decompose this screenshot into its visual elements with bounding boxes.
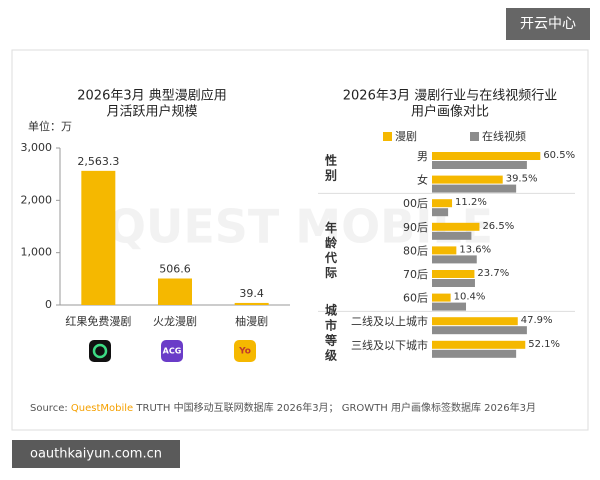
y-tick-label: 3,000 bbox=[21, 141, 53, 154]
bar bbox=[432, 349, 517, 358]
bar bbox=[158, 278, 192, 305]
badge-box bbox=[506, 8, 590, 40]
category-label: 00后 bbox=[403, 197, 428, 210]
bar bbox=[432, 246, 457, 255]
bar bbox=[432, 152, 541, 160]
bar bbox=[432, 199, 453, 208]
bar bbox=[432, 326, 527, 335]
value-label: 506.6 bbox=[159, 262, 191, 275]
bar bbox=[432, 184, 517, 193]
watermark: oauthkaiyun.com.cn bbox=[30, 447, 162, 462]
bar bbox=[432, 231, 472, 240]
chart-title: 用户画像对比 bbox=[411, 104, 489, 120]
value-label: 23.7% bbox=[477, 268, 509, 279]
source: Source: QuestMobile TRUTH 中国移动互联网数据库 202… bbox=[30, 401, 536, 414]
bar bbox=[81, 170, 116, 305]
chart-title: 月活跃用户规模 bbox=[106, 104, 197, 120]
category-label: 三线及以下城市 bbox=[351, 338, 428, 352]
svg-text:ACG: ACG bbox=[163, 347, 182, 356]
bar bbox=[432, 208, 449, 217]
bar bbox=[432, 161, 527, 169]
value-label: 52.1% bbox=[528, 339, 560, 350]
x-tick-label: 火龙漫剧 bbox=[153, 314, 197, 328]
source-brand: QuestMobile bbox=[71, 403, 133, 414]
value-label: 47.9% bbox=[521, 315, 553, 326]
y-tick-label: 0 bbox=[45, 298, 52, 311]
chart-title: 2026年3月 典型漫剧应用 bbox=[77, 88, 227, 104]
group-label: 城市等级 bbox=[324, 303, 338, 364]
legend-label: 漫剧 bbox=[395, 129, 417, 143]
legend-label: 在线视频 bbox=[482, 129, 526, 143]
value-label: 39.5% bbox=[506, 174, 538, 185]
y-tick-label: 1,000 bbox=[21, 246, 53, 259]
value-label: 10.4% bbox=[454, 292, 486, 303]
value-label: 60.5% bbox=[543, 150, 575, 161]
value-label: 13.6% bbox=[459, 244, 491, 255]
group-label: 性别 bbox=[324, 152, 338, 183]
category-label: 60后 bbox=[403, 292, 428, 305]
x-tick-label: 红果免费漫剧 bbox=[65, 314, 131, 328]
chart-title: 2026年3月 漫剧行业与在线视频行业 bbox=[343, 89, 558, 104]
legend-swatch bbox=[383, 132, 392, 141]
category-label: 80后 bbox=[403, 244, 428, 257]
badge: 开云中心 bbox=[520, 16, 576, 32]
group-label: 年龄代际 bbox=[324, 220, 338, 281]
category-label: 70后 bbox=[403, 268, 428, 281]
background-watermark: QUEST MOBILE bbox=[107, 200, 493, 254]
bar bbox=[432, 255, 477, 264]
app-icon bbox=[89, 340, 111, 362]
value-label: 39.4 bbox=[239, 287, 264, 300]
category-label: 二线及以上城市 bbox=[351, 314, 428, 328]
category-label: 女 bbox=[417, 173, 428, 187]
source-label: Source: bbox=[30, 403, 68, 414]
value-label: 26.5% bbox=[482, 221, 514, 232]
bar bbox=[432, 175, 503, 184]
bar bbox=[432, 317, 518, 326]
source-text: TRUTH 中国移动互联网数据库 2026年3月； GROWTH 用户画像标签数… bbox=[133, 401, 536, 414]
bar bbox=[432, 302, 467, 311]
bar bbox=[432, 270, 475, 278]
bar bbox=[432, 293, 451, 302]
bar bbox=[234, 302, 269, 305]
category-label: 男 bbox=[417, 150, 428, 163]
bar bbox=[432, 279, 475, 287]
app-icon: ACG bbox=[161, 340, 183, 362]
value-label: 2,563.3 bbox=[77, 155, 119, 168]
unit-label: 单位：万 bbox=[28, 119, 72, 133]
bar bbox=[432, 340, 526, 349]
app-icon: Yo bbox=[234, 340, 256, 362]
y-tick-label: 2,000 bbox=[21, 193, 53, 206]
x-tick-label: 柚漫剧 bbox=[235, 314, 268, 328]
value-label: 11.2% bbox=[455, 197, 487, 208]
category-label: 90后 bbox=[403, 221, 428, 234]
svg-text:Yo: Yo bbox=[238, 347, 251, 357]
watermark-box bbox=[12, 440, 180, 468]
legend-swatch bbox=[470, 132, 479, 141]
bar bbox=[432, 222, 480, 231]
